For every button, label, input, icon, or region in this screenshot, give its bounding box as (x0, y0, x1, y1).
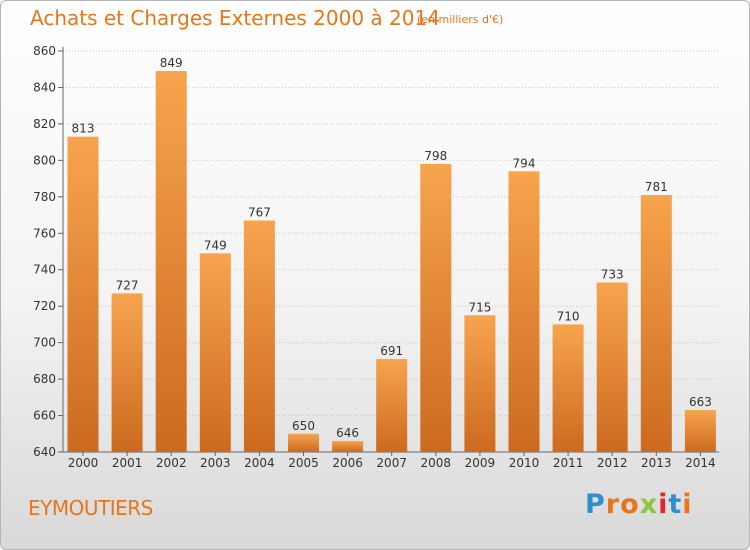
value-label: 646 (336, 426, 359, 440)
y-tick-label: 860 (33, 44, 56, 58)
value-label: 691 (380, 344, 403, 358)
logo-letter: i (682, 489, 693, 520)
logo-letter: t (668, 489, 683, 520)
x-tick-label: 2009 (465, 456, 496, 470)
logo-letter: o (620, 489, 640, 520)
value-label: 767 (248, 206, 271, 220)
bar (552, 324, 584, 452)
value-label: 781 (645, 180, 668, 194)
value-label: 727 (116, 278, 139, 292)
value-label: 849 (160, 56, 183, 70)
y-tick-label: 760 (33, 226, 56, 240)
place-name: EYMOUTIERS (28, 496, 153, 520)
x-tick-label: 2003 (200, 456, 231, 470)
x-tick-label: 2011 (553, 456, 584, 470)
bar (684, 410, 716, 452)
x-tick-label: 2001 (112, 456, 143, 470)
proxiti-logo[interactable]: Proxiti (585, 489, 693, 520)
y-tick-label: 660 (33, 409, 56, 423)
bar (155, 71, 187, 453)
logo-letter: P (585, 489, 606, 520)
axes: 640 660 680 700 720 740 760 780 800 820 840 860 2000… (33, 44, 719, 470)
y-tick-label: 800 (33, 153, 56, 167)
bars (67, 71, 716, 453)
x-tick-label: 2006 (332, 456, 363, 470)
y-tick-label: 700 (33, 336, 56, 350)
value-label: 798 (424, 149, 447, 163)
value-label: 749 (204, 238, 227, 252)
bar (67, 136, 99, 452)
x-tick-label: 2012 (597, 456, 628, 470)
bar (596, 282, 628, 452)
bar (288, 433, 319, 452)
chart-subtitle: (en milliers d'€) (417, 13, 504, 26)
y-tick-label: 740 (33, 263, 56, 277)
value-label: 794 (513, 156, 536, 170)
bar (332, 441, 364, 452)
y-tick-label: 780 (33, 190, 56, 204)
x-tick-label: 2005 (288, 456, 319, 470)
x-tick-label: 2008 (421, 456, 452, 470)
bar (199, 253, 231, 452)
y-tick-label: 680 (33, 372, 56, 386)
value-label: 813 (72, 122, 95, 136)
y-tick-label: 840 (33, 80, 56, 94)
value-labels: 813 727 849 749 767 650 646 691 798 715 794 710 733 7… (72, 56, 712, 440)
bar (640, 194, 672, 452)
value-label: 663 (689, 395, 712, 409)
value-label: 733 (601, 267, 624, 281)
y-tick-label: 640 (33, 445, 56, 459)
logo-letter: x (639, 489, 659, 520)
x-tick-label: 2000 (68, 456, 99, 470)
logo-letter: i (658, 489, 669, 520)
x-tick-label: 2007 (376, 456, 407, 470)
x-tick-label: 2010 (509, 456, 540, 470)
bar (420, 164, 452, 452)
value-label: 650 (292, 419, 315, 433)
chart-title: Achats et Charges Externes 2000 à 2014 (30, 6, 440, 30)
y-tick-label: 820 (33, 117, 56, 131)
x-tick-label: 2014 (685, 456, 716, 470)
x-tick-label: 2002 (156, 456, 187, 470)
bar (111, 293, 143, 452)
bar (376, 359, 408, 452)
bar (464, 315, 496, 452)
x-tick-label: 2004 (244, 456, 275, 470)
x-tick-label: 2013 (641, 456, 672, 470)
value-label: 715 (468, 300, 491, 314)
bar (508, 171, 540, 453)
y-tick-label: 720 (33, 299, 56, 313)
bar (243, 220, 275, 452)
value-label: 710 (557, 309, 580, 323)
logo-letter: r (605, 489, 621, 520)
